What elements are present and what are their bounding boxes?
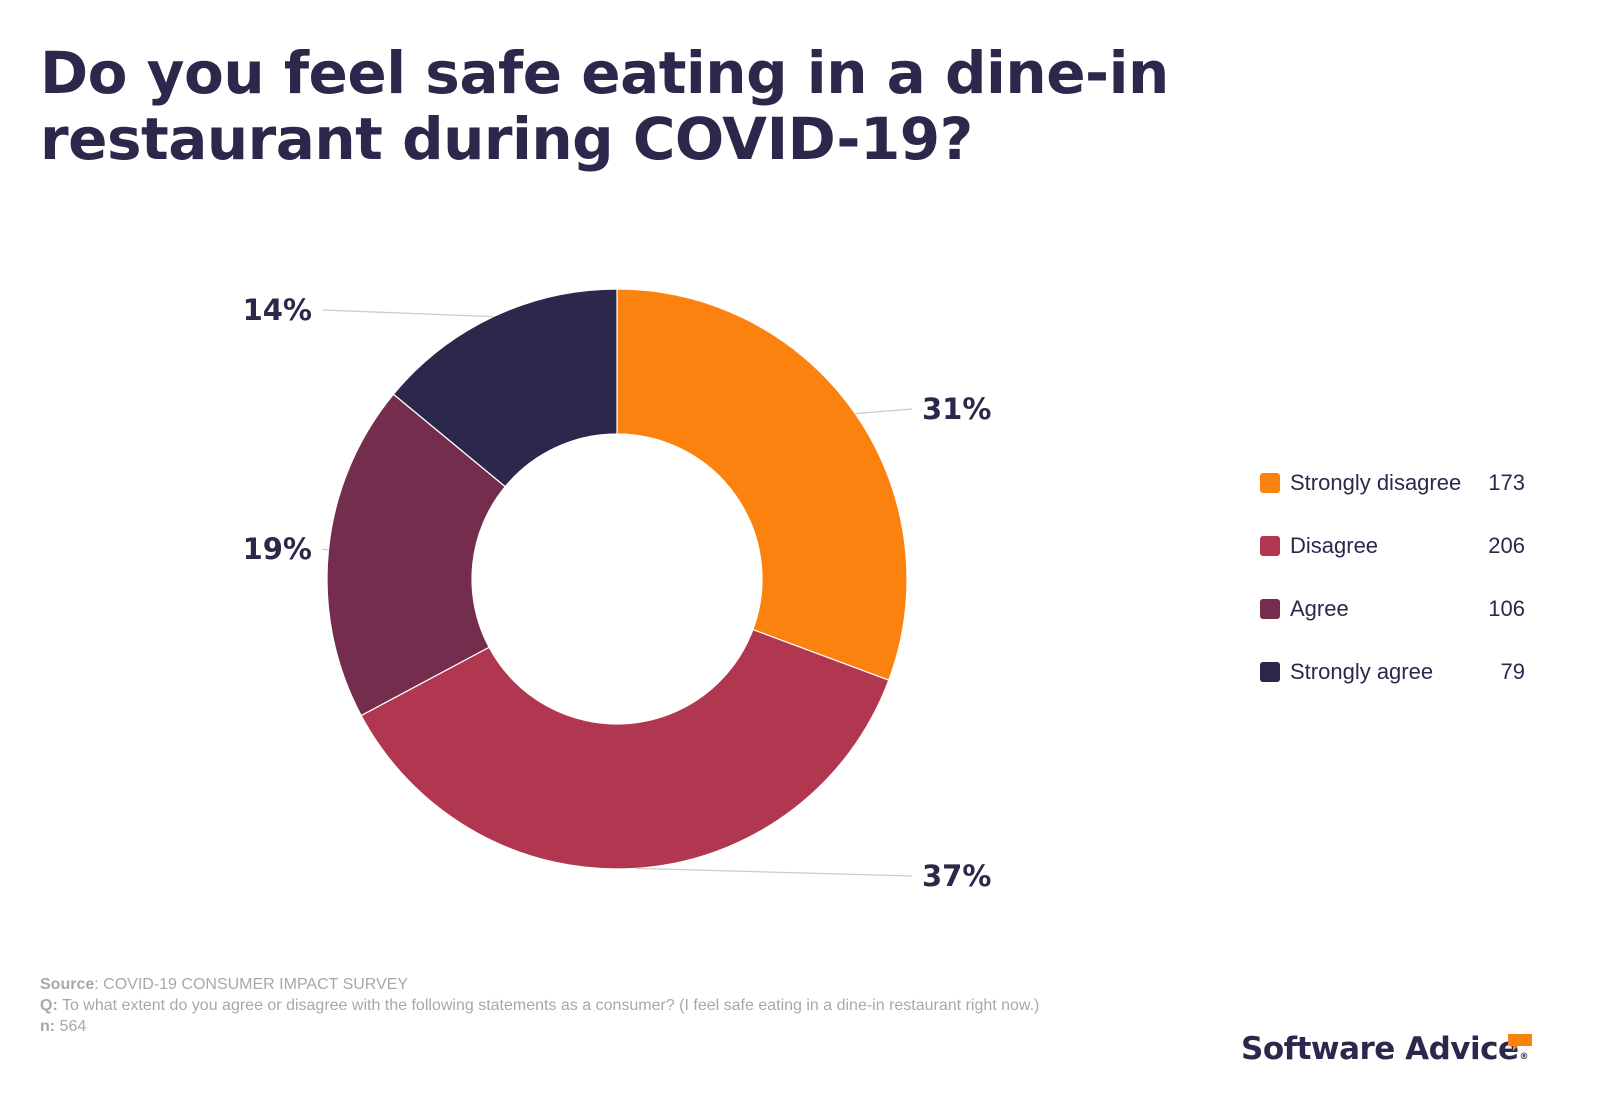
logo-text: Software Advice	[1241, 1031, 1519, 1067]
legend-label: Strongly disagree	[1290, 470, 1462, 495]
slice-disagree	[360, 628, 890, 870]
sample-size-label: n:	[40, 1018, 56, 1035]
sample-size-text: 564	[55, 1018, 87, 1035]
source-label: Source	[40, 976, 95, 993]
percent-label: 19%	[243, 532, 312, 566]
question-text: To what extent do you agree or disagree …	[57, 997, 1040, 1014]
legend-label: Agree	[1290, 596, 1349, 621]
question-line: Q: To what extent do you agree or disagr…	[40, 995, 1120, 1016]
speech-bubble-icon	[1508, 1034, 1532, 1051]
legend-value: 79	[1500, 659, 1525, 684]
leader-lines	[321, 309, 913, 877]
slice-strongly-disagree	[616, 288, 908, 681]
legend-item-strongly-agree: Strongly agree 79	[1260, 657, 1525, 687]
donut-slices	[326, 288, 908, 870]
legend: Strongly disagree 173 Disagree 206 Agree…	[1260, 468, 1525, 720]
legend-value: 206	[1488, 533, 1525, 558]
leader-line	[855, 408, 913, 415]
percent-label: 37%	[922, 859, 991, 893]
chart-footer: Source: COVID-19 CONSUMER IMPACT SURVEY …	[40, 974, 1120, 1037]
registered-mark: ®	[1519, 1052, 1529, 1062]
legend-item-strongly-disagree: Strongly disagree 173	[1260, 468, 1525, 498]
question-label: Q:	[40, 997, 58, 1014]
legend-swatch	[1260, 599, 1280, 619]
sample-size-line: n: 564	[40, 1016, 1120, 1037]
percent-labels: 31% 37% 19% 14%	[243, 293, 992, 893]
percent-label: 14%	[243, 293, 312, 327]
leader-line	[321, 548, 329, 551]
slice-strongly-agree	[392, 288, 618, 488]
legend-item-disagree: Disagree 206	[1260, 531, 1525, 561]
legend-value: 173	[1488, 470, 1525, 495]
legend-swatch	[1260, 473, 1280, 493]
legend-swatch	[1260, 662, 1280, 682]
legend-swatch	[1260, 536, 1280, 556]
slice-agree	[326, 393, 507, 717]
software-advice-logo: Software Advice®	[1241, 1031, 1528, 1067]
chart-title: Do you feel safe eating in a dine-in res…	[40, 39, 1169, 173]
percent-label: 31%	[922, 392, 991, 426]
legend-value: 106	[1488, 596, 1525, 621]
leader-line	[321, 309, 494, 318]
legend-label: Disagree	[1290, 533, 1379, 558]
legend-item-agree: Agree 106	[1260, 594, 1525, 624]
legend-label: Strongly agree	[1290, 659, 1434, 684]
source-line: Source: COVID-19 CONSUMER IMPACT SURVEY	[40, 974, 1120, 995]
leader-line	[636, 867, 913, 877]
source-text: : COVID-19 CONSUMER IMPACT SURVEY	[94, 976, 409, 993]
